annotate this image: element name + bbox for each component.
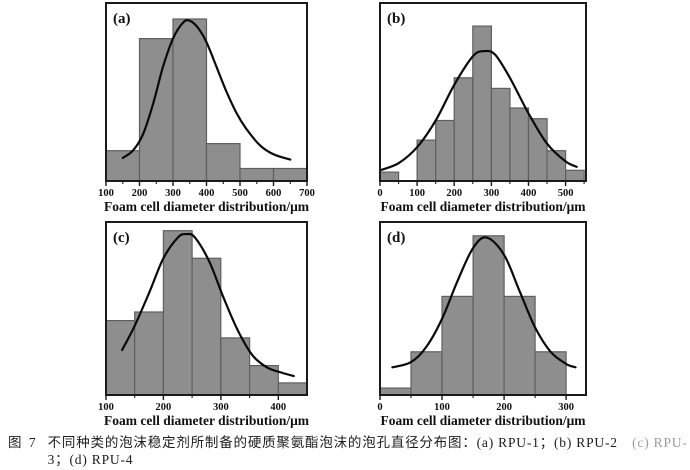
histogram-bar <box>490 87 511 182</box>
histogram-bar <box>564 169 585 182</box>
histogram-bar <box>410 351 443 396</box>
histogram-bar <box>138 37 174 182</box>
histogram-bar <box>379 387 412 396</box>
x-axis-title: Foam cell diameter distribution/μm <box>380 199 586 214</box>
histogram-bar <box>205 143 241 182</box>
histogram-bar <box>509 107 530 182</box>
axis-tick-label: 200 <box>446 188 462 199</box>
distribution-curve <box>378 49 578 172</box>
x-axis-title: Foam cell diameter distribution/μm <box>380 413 586 428</box>
figure-caption-tag: 图 7 <box>8 435 38 450</box>
caption-line1-text: 不同种类的泡沫稳定剂所制备的硬质聚氨酯泡沫的泡孔直径分布图：(a) RPU-1；… <box>47 435 618 450</box>
panel-label: (b) <box>387 11 405 27</box>
histogram-bar <box>546 150 567 182</box>
histogram-bar <box>134 311 164 396</box>
axis-tick-label: 400 <box>199 188 215 199</box>
caption-line1: 不同种类的泡沫稳定剂所制备的硬质聚氨酯泡沫的泡孔直径分布图：(a) RPU-1；… <box>48 434 688 451</box>
histogram-bar <box>172 18 208 182</box>
histogram-bar <box>472 235 505 396</box>
histogram-bar <box>503 295 536 396</box>
axis-tick-label: 200 <box>156 402 172 413</box>
axis-tick-label: 300 <box>165 188 181 199</box>
histogram-bar <box>105 320 136 396</box>
x-axis-title: Foam cell diameter distribution/μm <box>104 199 310 214</box>
panel-border <box>379 221 587 396</box>
histogram-bar <box>162 230 193 396</box>
axis-tick-label: 0 <box>377 188 382 199</box>
histogram-bar <box>277 382 308 396</box>
axis-tick-label: 100 <box>434 402 450 413</box>
caption-line1-faded-text: (c) RPU- <box>617 435 688 450</box>
histogram-bar <box>441 295 474 396</box>
axis-tick-label: 300 <box>558 402 574 413</box>
histogram-bar <box>105 150 141 182</box>
histogram-bar <box>534 351 567 396</box>
figure-caption: 图 7 不同种类的泡沫稳定剂所制备的硬质聚氨酯泡沫的泡孔直径分布图：(a) RP… <box>8 434 688 468</box>
histogram-bar <box>379 171 400 182</box>
histogram-bar <box>435 119 455 182</box>
panel-border <box>105 221 308 396</box>
x-axis-title: Foam cell diameter distribution/μm <box>104 413 310 428</box>
distribution-curve <box>121 19 292 161</box>
panel-label: (a) <box>113 11 131 27</box>
axis-tick-label: 100 <box>98 402 114 413</box>
axis-tick-label: 300 <box>484 188 500 199</box>
histogram-bar <box>239 167 275 182</box>
axis-tick-label: 200 <box>496 402 512 413</box>
histogram-bar <box>220 337 251 396</box>
histogram-panel-d: 0 100 200 300 (d) Foam cell diameter distribu… <box>377 221 587 428</box>
axis-tick-label: 500 <box>232 188 248 199</box>
axis-tick-label: 600 <box>266 188 282 199</box>
axis-tick-label: 300 <box>213 402 229 413</box>
figure-caption-body: 不同种类的泡沫稳定剂所制备的硬质聚氨酯泡沫的泡孔直径分布图：(a) RPU-1；… <box>48 434 688 468</box>
distribution-curve <box>121 232 295 378</box>
histogram-panel-a: 100 200 300 400 500 600 700 (a) Foam cell diamet… <box>98 2 315 214</box>
distribution-curve <box>391 236 577 369</box>
panel-label: (c) <box>113 230 130 246</box>
axis-tick-label: 400 <box>521 188 537 199</box>
histogram-bar <box>472 25 492 182</box>
axis-tick-label: 500 <box>558 188 574 199</box>
axis-tick-label: 700 <box>299 188 315 199</box>
axis-tick-label: 0 <box>377 402 382 413</box>
histogram-bar <box>416 139 437 182</box>
histogram-panel-c: 100 200 300 400 (c) Foam cell diameter distri… <box>98 221 310 428</box>
histogram-bar <box>272 167 308 182</box>
axis-tick-label: 200 <box>132 188 148 199</box>
panel-border <box>379 2 587 182</box>
histogram-bar <box>453 77 474 182</box>
axis-tick-label: 100 <box>409 188 425 199</box>
axis-tick-label: 100 <box>98 188 114 199</box>
caption-line2: 3；(d) RPU-4 <box>47 452 134 467</box>
histogram-panel-b: 0 100 200 300 400 500 (b) Foam cell diameter di… <box>377 2 587 214</box>
panel-label: (d) <box>387 230 405 246</box>
axis-tick-label: 400 <box>270 402 286 413</box>
